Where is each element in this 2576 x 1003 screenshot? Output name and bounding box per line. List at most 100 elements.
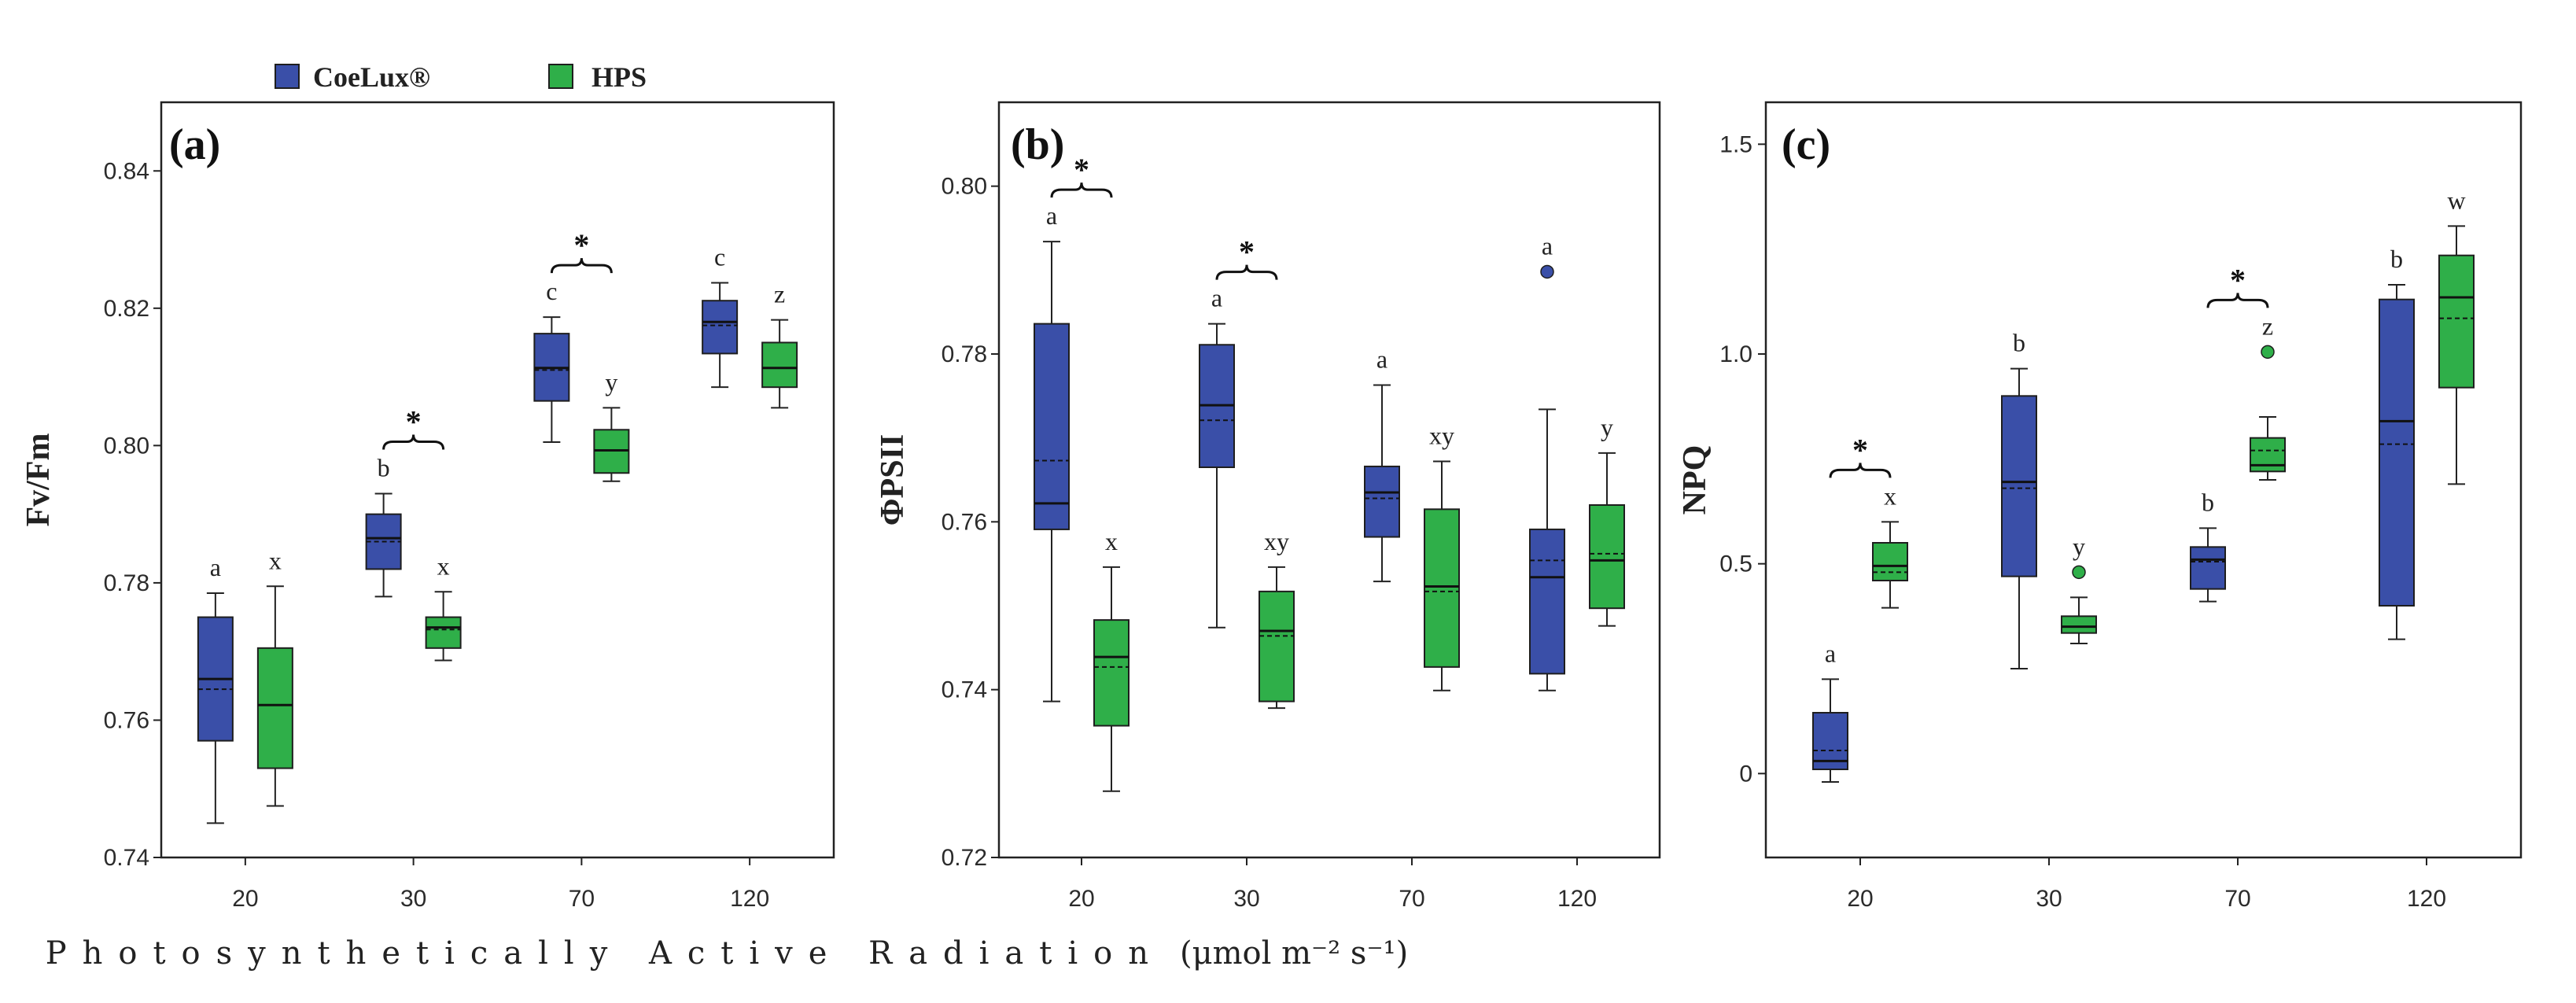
significance-letter: y — [1601, 413, 1613, 441]
box — [1529, 528, 1565, 675]
y-tick-label: 0.76 — [942, 509, 987, 535]
significance-star: * — [1239, 234, 1255, 270]
box — [256, 647, 293, 769]
significance-letter: a — [1825, 639, 1836, 667]
significance-brace — [1215, 264, 1278, 280]
plot-frame — [160, 101, 835, 859]
box — [2379, 298, 2415, 607]
y-tick-label: 0.80 — [104, 433, 149, 459]
plot-frame — [1764, 101, 2523, 859]
box — [2001, 395, 2037, 577]
significance-brace — [550, 258, 613, 274]
panel-c: 0 0.5 1.0 1.5 20 30 70 120 NPQ (c) a b b b x y z w * * — [1677, 101, 2523, 912]
significance-star: * — [406, 404, 422, 439]
significance-brace — [1050, 182, 1113, 198]
significance-letter: x — [269, 546, 282, 574]
significance-letter: y — [2073, 532, 2085, 560]
box — [1424, 508, 1460, 668]
panel-tag: (c) — [1782, 120, 1830, 169]
significance-letter: b — [2390, 245, 2403, 273]
box — [2190, 546, 2226, 590]
x-tick-label: 120 — [1557, 886, 1597, 912]
significance-letter: xy — [1429, 422, 1454, 450]
significance-letter: a — [210, 553, 221, 581]
y-axis-label: Fv/Fm — [20, 433, 57, 527]
outlier-point — [2072, 565, 2086, 580]
panel-tag: (a) — [169, 120, 220, 169]
panel-b: 0.72 0.74 0.76 0.78 0.80 20 30 70 120 ΦPSII (b) a a a… — [875, 101, 1661, 912]
significance-star: * — [2230, 262, 2246, 297]
y-tick-label: 0.80 — [942, 174, 987, 200]
box — [761, 341, 798, 389]
x-tick-label: 30 — [2036, 886, 2062, 912]
box — [1872, 542, 1908, 581]
significance-letter: z — [774, 280, 785, 308]
y-tick-label: 0.72 — [942, 845, 987, 871]
x-axis-title: Photosynthetically Active Radiation (μmo… — [46, 935, 1409, 972]
outlier-point — [1540, 264, 1554, 279]
significance-star: * — [1074, 152, 1089, 187]
panel-a: 0.74 0.76 0.78 0.80 0.82 0.84 20 30 70 120 Fv/Fm (a… — [20, 101, 835, 912]
panel-tag: (b) — [1011, 120, 1064, 169]
y-tick-label: 0.78 — [942, 341, 987, 367]
box — [1259, 590, 1295, 702]
y-tick-label: 0.74 — [942, 677, 987, 703]
y-tick-label: 0.84 — [104, 158, 149, 184]
significance-letter: a — [1376, 345, 1388, 373]
significance-letter: b — [2013, 329, 2025, 357]
y-tick-label: 0.82 — [104, 296, 149, 322]
box — [2438, 254, 2475, 389]
y-tick-label: 0 — [1739, 761, 1752, 787]
box — [2061, 615, 2097, 634]
box — [1589, 504, 1625, 610]
significance-letter: x — [1105, 527, 1118, 555]
x-tick-label: 70 — [1399, 886, 1424, 912]
y-tick-label: 1.5 — [1719, 131, 1752, 157]
box — [1364, 465, 1400, 538]
x-tick-label: 30 — [400, 886, 426, 912]
legend: CoeLux® HPS — [275, 61, 647, 93]
significance-letter: b — [378, 453, 390, 481]
y-axis-label: ΦPSII — [875, 434, 911, 526]
x-tick-label: 20 — [1847, 886, 1873, 912]
legend-swatch-hps — [548, 64, 573, 89]
significance-letter: z — [2262, 312, 2273, 340]
legend-swatch-coelux — [275, 64, 300, 89]
x-axis-unit: (μmol m⁻² s⁻¹) — [1180, 935, 1408, 972]
significance-letter: w — [2447, 186, 2465, 214]
significance-letter: x — [437, 551, 450, 580]
box — [1093, 619, 1130, 727]
y-tick-label: 0.78 — [104, 570, 149, 596]
y-tick-label: 0.5 — [1719, 551, 1752, 577]
significance-letter: c — [714, 243, 725, 271]
significance-letter: a — [1211, 284, 1222, 312]
x-tick-label: 20 — [232, 886, 258, 912]
box — [702, 300, 739, 355]
x-tick-label: 70 — [2224, 886, 2250, 912]
significance-letter: b — [2202, 488, 2214, 516]
significance-letter: xy — [1264, 527, 1289, 555]
plot-frame — [997, 101, 1661, 859]
x-tick-label: 120 — [2407, 886, 2446, 912]
box — [425, 616, 462, 649]
legend-label-coelux: CoeLux® — [313, 61, 430, 93]
box — [1034, 323, 1070, 530]
x-tick-label: 120 — [730, 886, 769, 912]
significance-brace — [382, 434, 445, 450]
y-tick-label: 0.76 — [104, 707, 149, 733]
significance-letter: a — [1046, 201, 1057, 230]
y-tick-label: 1.0 — [1719, 341, 1752, 367]
significance-letter: c — [546, 277, 557, 305]
box — [2250, 437, 2286, 473]
y-tick-label: 0.74 — [104, 845, 149, 871]
significance-star: * — [573, 227, 589, 263]
x-tick-label: 20 — [1068, 886, 1094, 912]
x-tick-label: 70 — [569, 886, 595, 912]
significance-letter: a — [1542, 231, 1553, 260]
significance-star: * — [1852, 432, 1868, 467]
y-axis-label: NPQ — [1677, 445, 1713, 515]
outlier-point — [2261, 345, 2275, 360]
x-axis-title-text: Photosynthetically Active Radiation — [46, 935, 1164, 972]
significance-letter: x — [1884, 481, 1896, 510]
